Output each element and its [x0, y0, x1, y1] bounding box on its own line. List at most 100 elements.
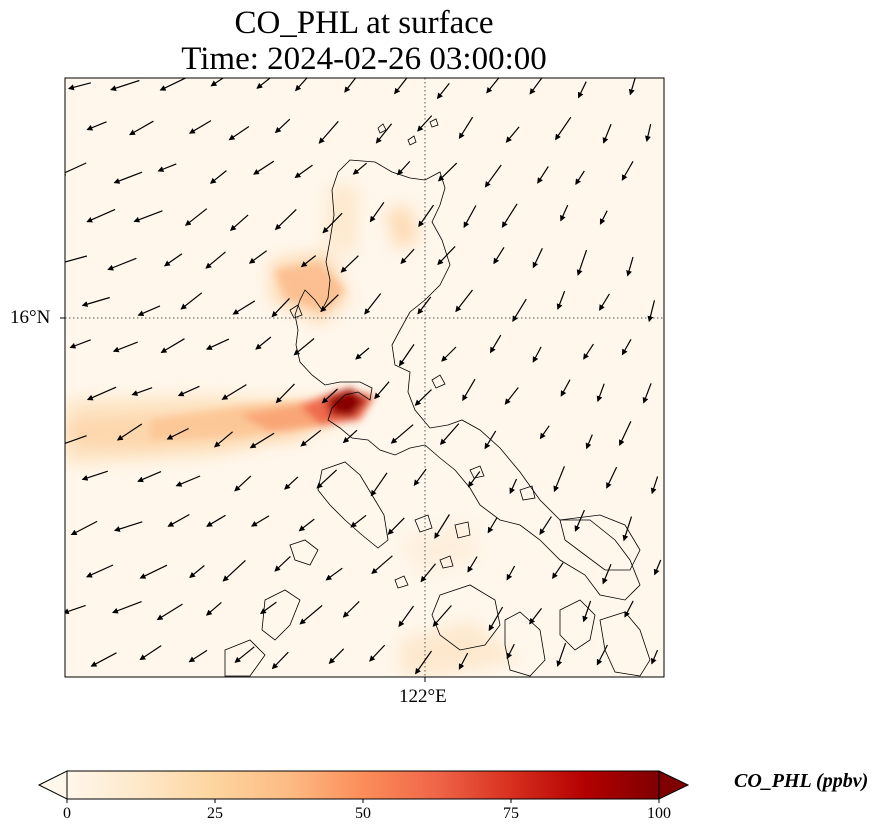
wind-arrow	[484, 164, 502, 188]
wind-arrow	[65, 604, 86, 615]
wind-arrow	[167, 513, 190, 527]
wind-arrow	[455, 289, 473, 313]
wind-arrow	[234, 646, 255, 663]
wind-arrow	[462, 378, 476, 402]
colorbar-tick-label: 25	[207, 805, 223, 822]
wind-arrow	[585, 434, 593, 450]
wind-arrow	[321, 388, 338, 404]
wind-arrow	[439, 423, 460, 446]
wind-arrow	[340, 255, 359, 273]
wind-arrow	[163, 253, 183, 267]
wind-arrow	[210, 78, 225, 87]
wind-arrow	[622, 516, 633, 542]
wind-arrow	[596, 644, 608, 666]
wind-arrow	[537, 166, 549, 184]
wind-arrow	[113, 521, 143, 532]
wind-arrow	[529, 608, 542, 625]
wind-arrow	[325, 567, 343, 581]
wind-arrow	[621, 339, 632, 356]
wind-arrow	[65, 255, 88, 265]
wind-arrow	[628, 78, 636, 96]
colorbar-tick-label: 50	[355, 805, 371, 822]
wind-arrow	[529, 78, 543, 95]
colorbar-tick-label: 100	[647, 805, 671, 822]
wind-arrow	[299, 605, 323, 625]
wind-arrow	[111, 601, 142, 614]
wind-arrow	[374, 381, 390, 400]
wind-arrow	[293, 338, 315, 356]
wind-arrow	[467, 556, 478, 573]
wind-arrow	[322, 212, 343, 234]
wind-arrow	[370, 472, 388, 497]
wind-arrow	[364, 293, 382, 315]
wind-arrow	[112, 341, 138, 353]
wind-arrow	[234, 475, 252, 492]
wind-arrow	[398, 344, 415, 367]
wind-arrow	[420, 563, 436, 583]
wind-arrow	[532, 247, 543, 269]
wind-arrow	[206, 514, 226, 527]
wind-arrow	[642, 383, 652, 404]
wind-arrow	[417, 115, 433, 132]
wind-arrow	[574, 509, 585, 532]
wind-arrow	[504, 387, 519, 405]
wind-arrow	[139, 645, 162, 661]
wind-arrow	[487, 517, 498, 534]
map-background	[65, 78, 664, 677]
wind-arrow	[284, 476, 299, 490]
wind-arrow	[432, 605, 452, 627]
wind-arrow	[133, 210, 163, 223]
wind-arrow	[653, 559, 662, 576]
wind-arrow	[232, 300, 256, 315]
wind-arrow	[397, 160, 411, 176]
wind-arrow	[110, 79, 140, 92]
wind-arrow	[553, 466, 565, 493]
wind-arrow	[328, 648, 345, 665]
wind-arrow	[434, 514, 450, 539]
wind-arrow	[253, 160, 275, 175]
wind-arrow	[188, 120, 212, 134]
wind-arrow	[205, 251, 226, 269]
colorbar-label: CO_PHL (ppbv)	[734, 770, 869, 792]
wind-arrow	[621, 161, 634, 181]
wind-arrow	[221, 384, 247, 400]
wind-arrow	[400, 248, 415, 265]
wind-arrow	[129, 120, 154, 136]
wind-arrow	[506, 643, 515, 660]
wind-arrow	[344, 78, 357, 93]
wind-arrow	[81, 296, 110, 307]
wind-arrow	[352, 162, 367, 175]
wind-arrow	[274, 208, 297, 231]
wind-arrow	[294, 164, 313, 179]
wind-arrow	[188, 649, 208, 663]
wind-arrow	[69, 339, 91, 349]
wind-arrow	[116, 423, 143, 441]
wind-arrow	[624, 600, 634, 618]
wind-arrow	[650, 649, 659, 665]
wind-arrow	[205, 601, 222, 616]
wind-arrow	[486, 78, 500, 94]
wind-arrow	[166, 427, 189, 440]
wind-arrow	[458, 116, 474, 140]
wind-arrow	[583, 343, 594, 360]
wind-arrow	[86, 208, 116, 223]
wind-arrow	[505, 126, 520, 143]
wind-arrow	[394, 78, 408, 95]
colorbar-tick-label: 75	[503, 805, 519, 822]
wind-arrow	[371, 555, 393, 575]
wind-arrow	[501, 203, 518, 228]
wind-arrow	[229, 214, 249, 231]
wind-arrow	[160, 338, 185, 354]
wind-arrow	[560, 204, 569, 222]
wind-arrow	[602, 123, 612, 144]
wind-arrow	[300, 429, 322, 447]
wind-arrow	[255, 336, 272, 350]
wind-arrow	[271, 297, 290, 318]
wind-arrow	[390, 424, 414, 444]
wind-arrow	[159, 78, 187, 91]
wind-arrow	[65, 162, 87, 176]
wind-arrow	[436, 83, 450, 100]
wind-vectors	[65, 78, 662, 675]
wind-arrow	[437, 162, 458, 182]
wind-arrow	[387, 517, 405, 535]
